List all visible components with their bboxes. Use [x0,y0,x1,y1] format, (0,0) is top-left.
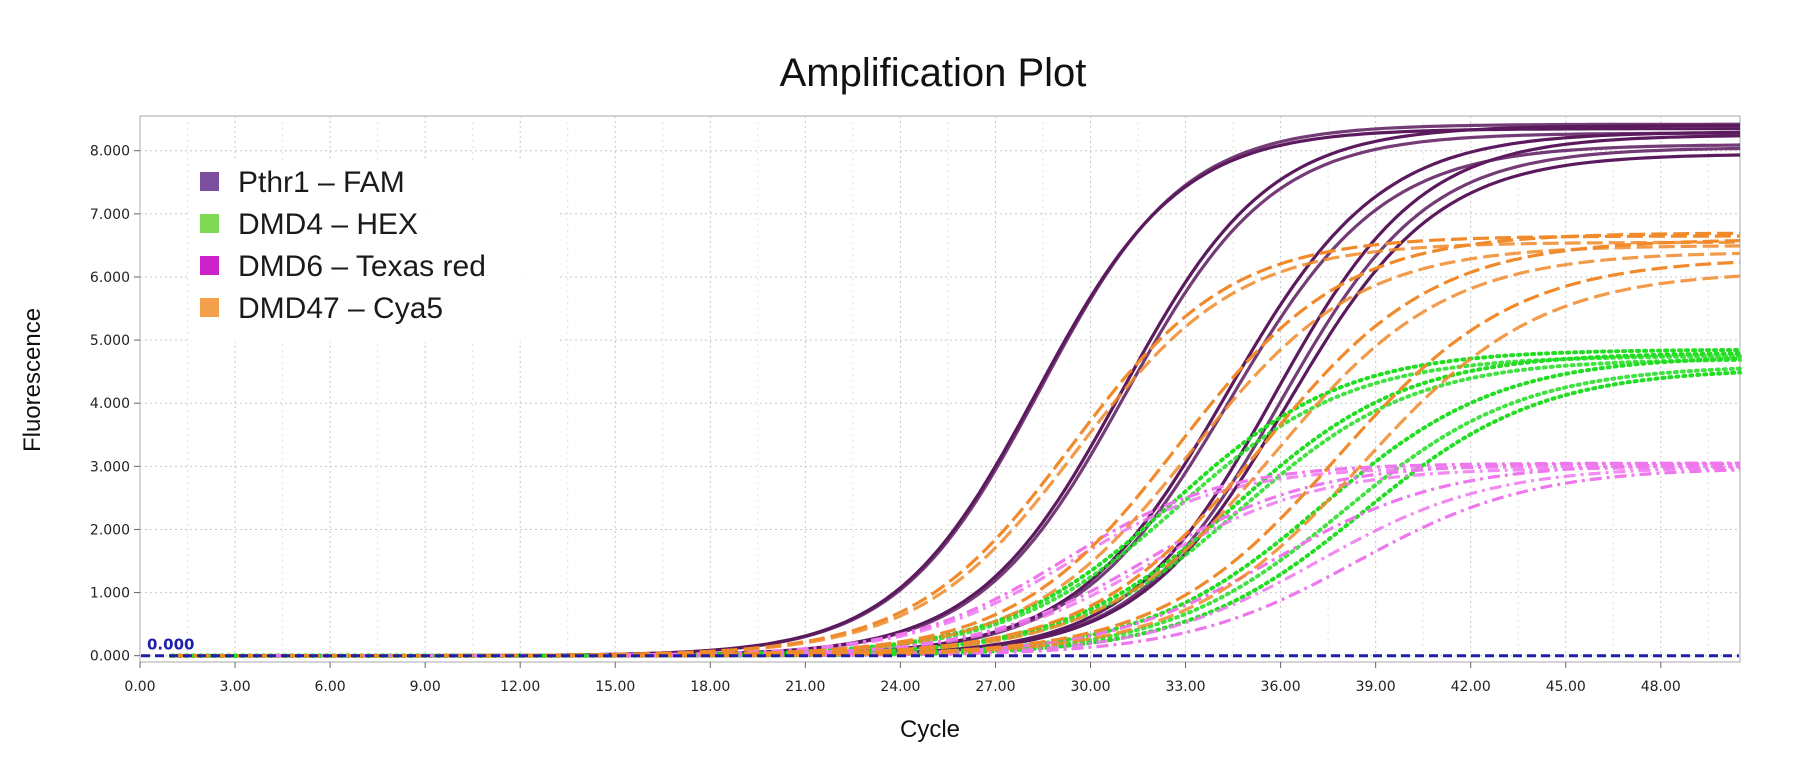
y-tick-label: 0.000 [90,649,130,665]
x-tick-label: 9.00 [410,679,441,695]
amplification-curves [169,122,1742,658]
series-3 [171,231,1741,658]
x-tick-label: 18.00 [690,679,730,695]
legend-label: Pthr1 – FAM [238,166,405,199]
x-tick-label: 48.00 [1641,679,1681,695]
x-tick-label: 21.00 [785,679,825,695]
amplification-curve [171,468,1741,658]
x-tick-label: 6.00 [315,679,346,695]
x-tick-label: 45.00 [1546,679,1586,695]
legend-swatch [200,298,219,317]
legend-swatch [200,256,219,275]
x-tick-label: 30.00 [1070,679,1110,695]
x-axis-ticks: 0.00 3.00 6.00 9.00 12.00 15.00 18.00 21.00 24.0… [124,662,1681,695]
legend-label: DMD6 – Texas red [238,250,486,283]
amplification-curve [171,234,1740,658]
legend-swatch [200,214,219,233]
y-axis-title: Fluorescence [19,308,46,452]
x-tick-label: 15.00 [595,679,635,695]
y-tick-label: 6.000 [90,270,130,286]
legend-background [188,160,558,342]
legend-label: DMD4 – HEX [238,208,418,241]
x-tick-label: 42.00 [1451,679,1491,695]
y-tick-label: 1.000 [90,586,130,602]
x-tick-label: 33.00 [1165,679,1205,695]
y-tick-label: 4.000 [90,396,130,412]
x-tick-label: 0.00 [124,679,155,695]
y-tick-label: 5.000 [90,333,130,349]
x-tick-label: 39.00 [1356,679,1396,695]
x-tick-label: 36.00 [1261,679,1301,695]
amplification-curve [171,251,1741,658]
amplification-curve [171,231,1741,658]
chart-title: Amplification Plot [780,51,1087,95]
x-tick-label: 27.00 [975,679,1015,695]
amplification-curve [171,274,1741,658]
x-tick-label: 12.00 [500,679,540,695]
threshold-label: 0.000 [147,636,194,654]
x-tick-label: 3.00 [219,679,250,695]
legend-swatch [200,172,219,191]
y-tick-label: 3.000 [90,459,130,475]
legend-label: DMD47 – Cya5 [238,292,443,325]
y-tick-label: 7.000 [90,207,130,223]
amplification-curve [171,244,1741,658]
y-tick-label: 8.000 [90,144,130,160]
x-tick-label: 24.00 [880,679,920,695]
y-tick-label: 2.000 [90,522,130,538]
legend: Pthr1 – FAM DMD4 – HEX DMD6 – Texas red DMD… [188,160,558,342]
amplification-curve [171,239,1741,658]
x-axis-title: Cycle [900,716,960,743]
y-axis-ticks: 0.000 1.000 2.000 3.000 4.000 5.000 6.000 7.000… [90,144,140,665]
